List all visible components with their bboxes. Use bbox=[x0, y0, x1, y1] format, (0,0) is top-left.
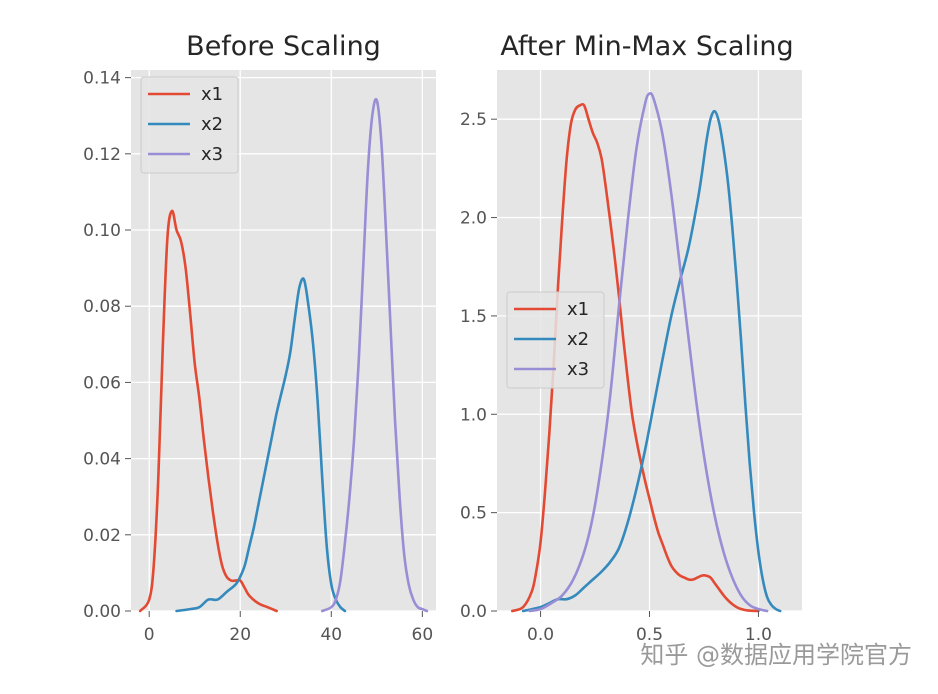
y-tick-label: 0.08 bbox=[83, 297, 121, 317]
chart-title: Before Scaling bbox=[186, 31, 381, 62]
series-layer bbox=[510, 92, 782, 613]
tick-labels: 0.0 0.5 1.0 1.5 2.0 2.5 0.0 0.5 1.0 bbox=[460, 110, 772, 645]
x-tick-label: 20 bbox=[229, 625, 251, 645]
x-tick-label: 0.0 bbox=[527, 625, 554, 645]
legend-label-x3: x3 bbox=[567, 359, 589, 380]
legend: x1 x2 x3 bbox=[506, 291, 605, 389]
x-tick-label: 0 bbox=[144, 625, 155, 645]
y-tick-label: 0.06 bbox=[83, 373, 121, 393]
legend-label-x2: x2 bbox=[201, 114, 223, 135]
legend: x1 x2 x3 bbox=[140, 76, 239, 174]
x-tick-label: 40 bbox=[320, 625, 342, 645]
watermark-text: 知乎 @数据应用学院官方 bbox=[640, 641, 912, 669]
y-tick-label: 1.0 bbox=[460, 405, 487, 425]
x-tick-label: 1.0 bbox=[745, 625, 772, 645]
subplot-after-min-max-scaling: 0.0 0.5 1.0 1.5 2.0 2.5 0.0 0.5 1.0 After Min-Ma… bbox=[460, 31, 802, 645]
chart-title: After Min-Max Scaling bbox=[500, 31, 793, 62]
legend-label-x3: x3 bbox=[201, 144, 223, 165]
series-layer bbox=[138, 97, 429, 613]
subplot-before-scaling: 0.000.020.040.060.080.100.120.140 20 40 60 … bbox=[83, 31, 436, 645]
series-line-x2 bbox=[175, 277, 347, 613]
series-line-x2 bbox=[521, 109, 782, 613]
y-tick-label: 1.5 bbox=[460, 307, 487, 327]
y-tick-label: 0.14 bbox=[83, 69, 121, 89]
legend-label-x1: x1 bbox=[201, 84, 223, 105]
y-tick-label: 0.04 bbox=[83, 450, 121, 470]
series-line-x1 bbox=[510, 102, 760, 613]
y-tick-label: 0.0 bbox=[460, 602, 487, 622]
y-tick-label: 0.10 bbox=[83, 221, 121, 241]
y-tick-label: 2.5 bbox=[460, 110, 487, 130]
tick-labels: 0.00 0.02 0.04 0.06 0.08 0.10 0.12 0.14 0 20 40 60 bbox=[83, 69, 433, 645]
series-line-x1 bbox=[138, 209, 278, 613]
y-tick-label: 2.0 bbox=[460, 209, 487, 229]
legend-label-x1: x1 bbox=[567, 299, 589, 320]
y-tick-label: 0.02 bbox=[83, 526, 121, 546]
series-line-x3 bbox=[528, 92, 769, 613]
legend-label-x2: x2 bbox=[567, 329, 589, 350]
x-tick-label: 60 bbox=[412, 625, 434, 645]
y-tick-label: 0.00 bbox=[83, 602, 121, 622]
x-tick-label: 0.5 bbox=[636, 625, 663, 645]
y-tick-label: 0.12 bbox=[83, 145, 121, 165]
series-line-x3 bbox=[320, 97, 429, 613]
y-tick-label: 0.5 bbox=[460, 504, 487, 524]
